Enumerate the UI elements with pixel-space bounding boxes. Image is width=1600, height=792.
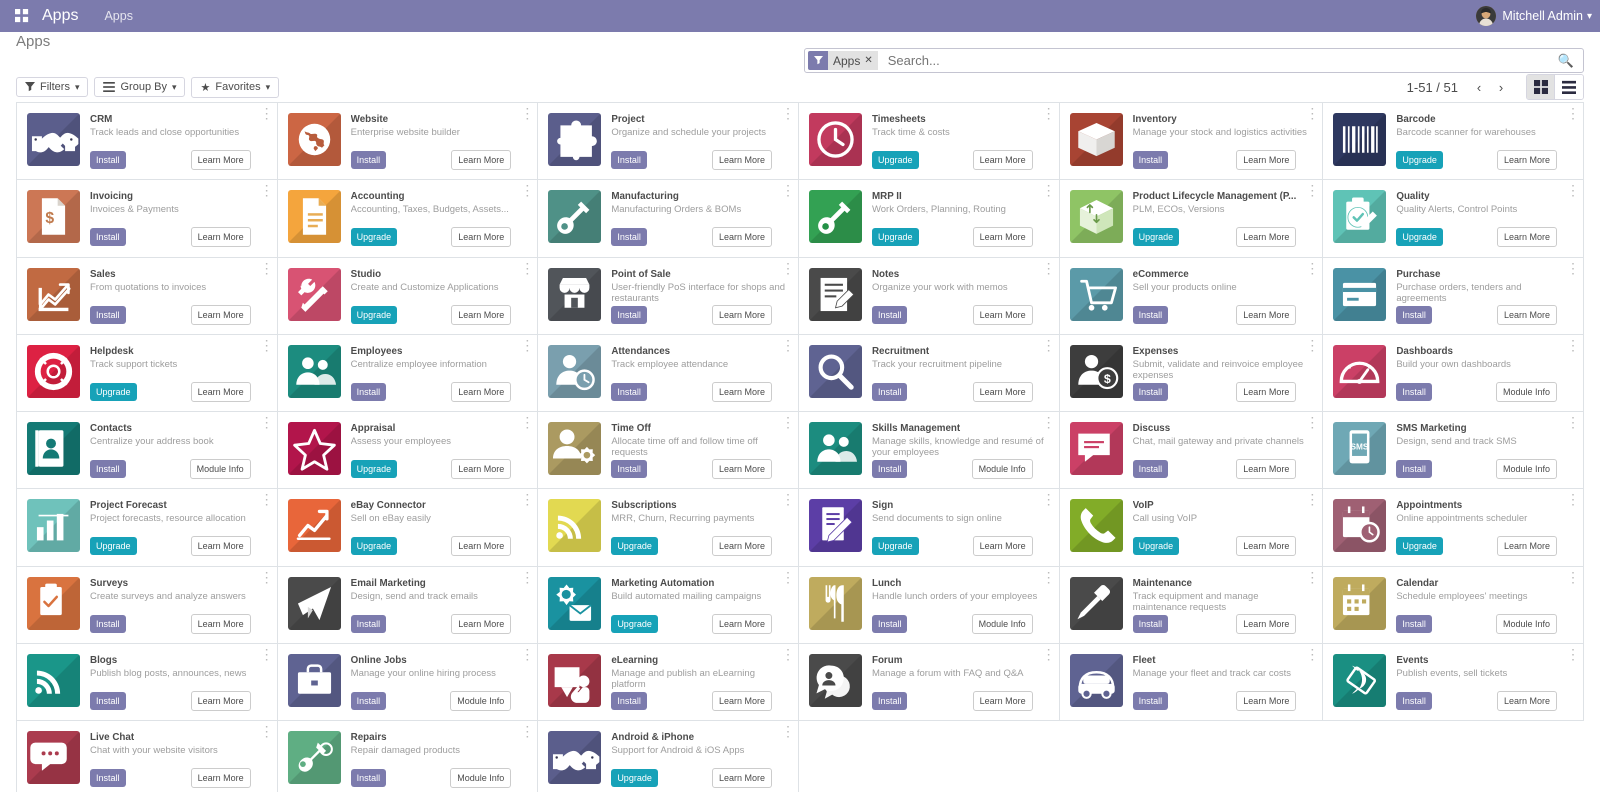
svg-text:$: $ — [1103, 372, 1110, 386]
svg-text:SMS: SMS — [1351, 443, 1369, 452]
svg-text:$: $ — [45, 210, 54, 227]
